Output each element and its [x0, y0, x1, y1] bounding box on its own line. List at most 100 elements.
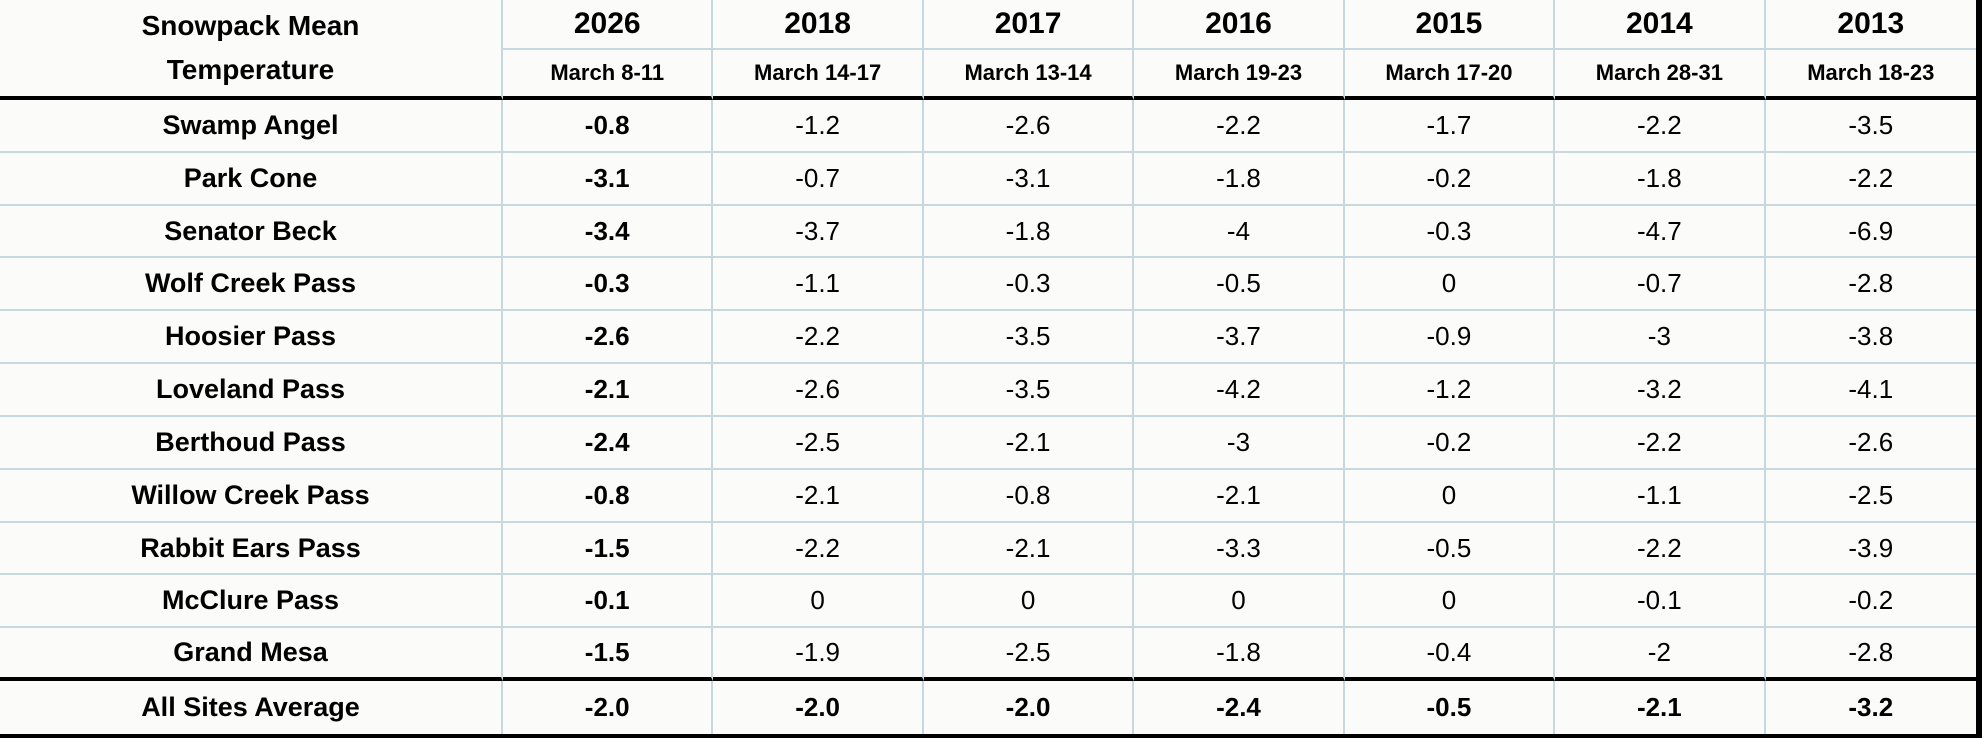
temperature-cell: -2.1 — [1134, 469, 1345, 523]
summary-temperature-cell: -2.0 — [713, 681, 924, 734]
site-name-cell: Senator Beck — [0, 205, 503, 259]
temperature-cell: -3.2 — [1555, 364, 1766, 417]
temperature-cell: -0.7 — [713, 152, 924, 206]
summary-site-cell: All Sites Average — [0, 681, 503, 734]
temperature-cell: -6.9 — [1765, 205, 1976, 259]
site-name-cell: Swamp Angel — [0, 100, 503, 153]
temperature-cell: 0 — [1134, 575, 1345, 629]
temperature-cell: -3.4 — [503, 205, 714, 259]
site-name-cell: Park Cone — [0, 152, 503, 206]
temperature-cell: -0.2 — [1765, 575, 1976, 629]
temperature-cell: -1.8 — [1134, 628, 1345, 682]
temperature-cell: -2.2 — [1765, 152, 1976, 206]
temperature-cell: -4.2 — [1134, 364, 1345, 417]
temperature-cell: -3.1 — [503, 152, 714, 206]
temperature-cell: -2.2 — [1555, 100, 1766, 153]
temperature-cell: -3.5 — [923, 311, 1135, 365]
temperature-cell: -1.5 — [503, 628, 714, 682]
temperature-cell: -2.8 — [1765, 628, 1976, 682]
site-name-cell: Loveland Pass — [0, 364, 503, 417]
summary-temperature-cell: -3.2 — [1765, 681, 1976, 734]
temperature-cell: -1.1 — [1555, 469, 1766, 523]
temperature-cell: -2.2 — [1555, 522, 1766, 576]
date-range-header: March 13-14 — [923, 50, 1135, 100]
temperature-cell: -3.8 — [1765, 311, 1976, 365]
temperature-cell: -1.8 — [923, 205, 1135, 259]
temperature-cell: -0.8 — [503, 100, 714, 153]
temperature-cell: -2.6 — [503, 311, 714, 365]
temperature-cell: -1.8 — [1555, 152, 1766, 206]
temperature-cell: -4 — [1134, 205, 1345, 259]
date-range-header: March 18-23 — [1765, 50, 1976, 100]
temperature-cell: 0 — [1344, 258, 1556, 312]
temperature-cell: -2.5 — [713, 416, 924, 470]
year-header: 2016 — [1134, 0, 1345, 50]
temperature-cell: -1.5 — [503, 522, 714, 576]
temperature-cell: -0.8 — [923, 469, 1135, 523]
year-header: 2018 — [713, 0, 924, 50]
temperature-cell: -4.7 — [1555, 205, 1766, 259]
temperature-cell: -0.8 — [503, 469, 714, 523]
temperature-cell: -2.1 — [503, 364, 714, 417]
temperature-cell: -0.9 — [1344, 311, 1556, 365]
site-name-cell: Berthoud Pass — [0, 416, 503, 470]
temperature-cell: -0.7 — [1555, 258, 1766, 312]
date-range-header: March 8-11 — [503, 50, 714, 100]
temperature-cell: -0.3 — [1344, 205, 1556, 259]
temperature-cell: -1.1 — [713, 258, 924, 312]
temperature-cell: -2.5 — [1765, 469, 1976, 523]
temperature-cell: -2.8 — [1765, 258, 1976, 312]
temperature-cell: -2.1 — [923, 416, 1135, 470]
date-range-header: March 28-31 — [1555, 50, 1766, 100]
year-header: 2013 — [1765, 0, 1976, 50]
temperature-cell: -2.2 — [1134, 100, 1345, 153]
temperature-cell: -0.5 — [1344, 522, 1556, 576]
temperature-cell: -2.2 — [713, 311, 924, 365]
temperature-cell: -0.3 — [923, 258, 1135, 312]
temperature-cell: 0 — [923, 575, 1135, 629]
temperature-cell: -2.1 — [923, 522, 1135, 576]
temperature-cell: -3.7 — [713, 205, 924, 259]
summary-temperature-cell: -2.4 — [1134, 681, 1345, 734]
temperature-cell: -1.2 — [713, 100, 924, 153]
date-range-header: March 17-20 — [1344, 50, 1556, 100]
temperature-cell: -2.6 — [923, 100, 1135, 153]
temperature-cell: -2 — [1555, 628, 1766, 682]
temperature-cell: -2.4 — [503, 416, 714, 470]
temperature-cell: -2.2 — [713, 522, 924, 576]
year-header: 2015 — [1344, 0, 1556, 50]
temperature-cell: -1.2 — [1344, 364, 1556, 417]
temperature-cell: -3.7 — [1134, 311, 1345, 365]
temperature-cell: -2.5 — [923, 628, 1135, 682]
temperature-cell: -1.8 — [1134, 152, 1345, 206]
summary-temperature-cell: -2.0 — [923, 681, 1135, 734]
temperature-cell: -0.1 — [1555, 575, 1766, 629]
site-name-cell: Hoosier Pass — [0, 311, 503, 365]
temperature-cell: -1.9 — [713, 628, 924, 682]
temperature-cell: -3.5 — [1765, 100, 1976, 153]
temperature-cell: -4.1 — [1765, 364, 1976, 417]
corner-header-line: Snowpack Mean — [141, 10, 360, 41]
temperature-cell: -0.4 — [1344, 628, 1556, 682]
table-corner-header: Snowpack Mean Temperature — [0, 0, 503, 100]
temperature-cell: -3 — [1134, 416, 1345, 470]
year-header: 2026 — [503, 0, 714, 50]
temperature-cell: -3.3 — [1134, 522, 1345, 576]
temperature-cell: -2.2 — [1555, 416, 1766, 470]
temperature-cell: -0.2 — [1344, 416, 1556, 470]
site-name-cell: Willow Creek Pass — [0, 469, 503, 523]
site-name-cell: Rabbit Ears Pass — [0, 522, 503, 576]
date-range-header: March 14-17 — [713, 50, 924, 100]
temperature-cell: -3.9 — [1765, 522, 1976, 576]
summary-temperature-cell: -0.5 — [1344, 681, 1556, 734]
temperature-cell: -2.6 — [713, 364, 924, 417]
site-name-cell: Wolf Creek Pass — [0, 258, 503, 312]
temperature-cell: 0 — [1344, 469, 1556, 523]
date-range-header: March 19-23 — [1134, 50, 1345, 100]
temperature-cell: -0.2 — [1344, 152, 1556, 206]
summary-temperature-cell: -2.0 — [503, 681, 714, 734]
temperature-cell: -2.1 — [713, 469, 924, 523]
summary-temperature-cell: -2.1 — [1555, 681, 1766, 734]
temperature-cell: -1.7 — [1344, 100, 1556, 153]
